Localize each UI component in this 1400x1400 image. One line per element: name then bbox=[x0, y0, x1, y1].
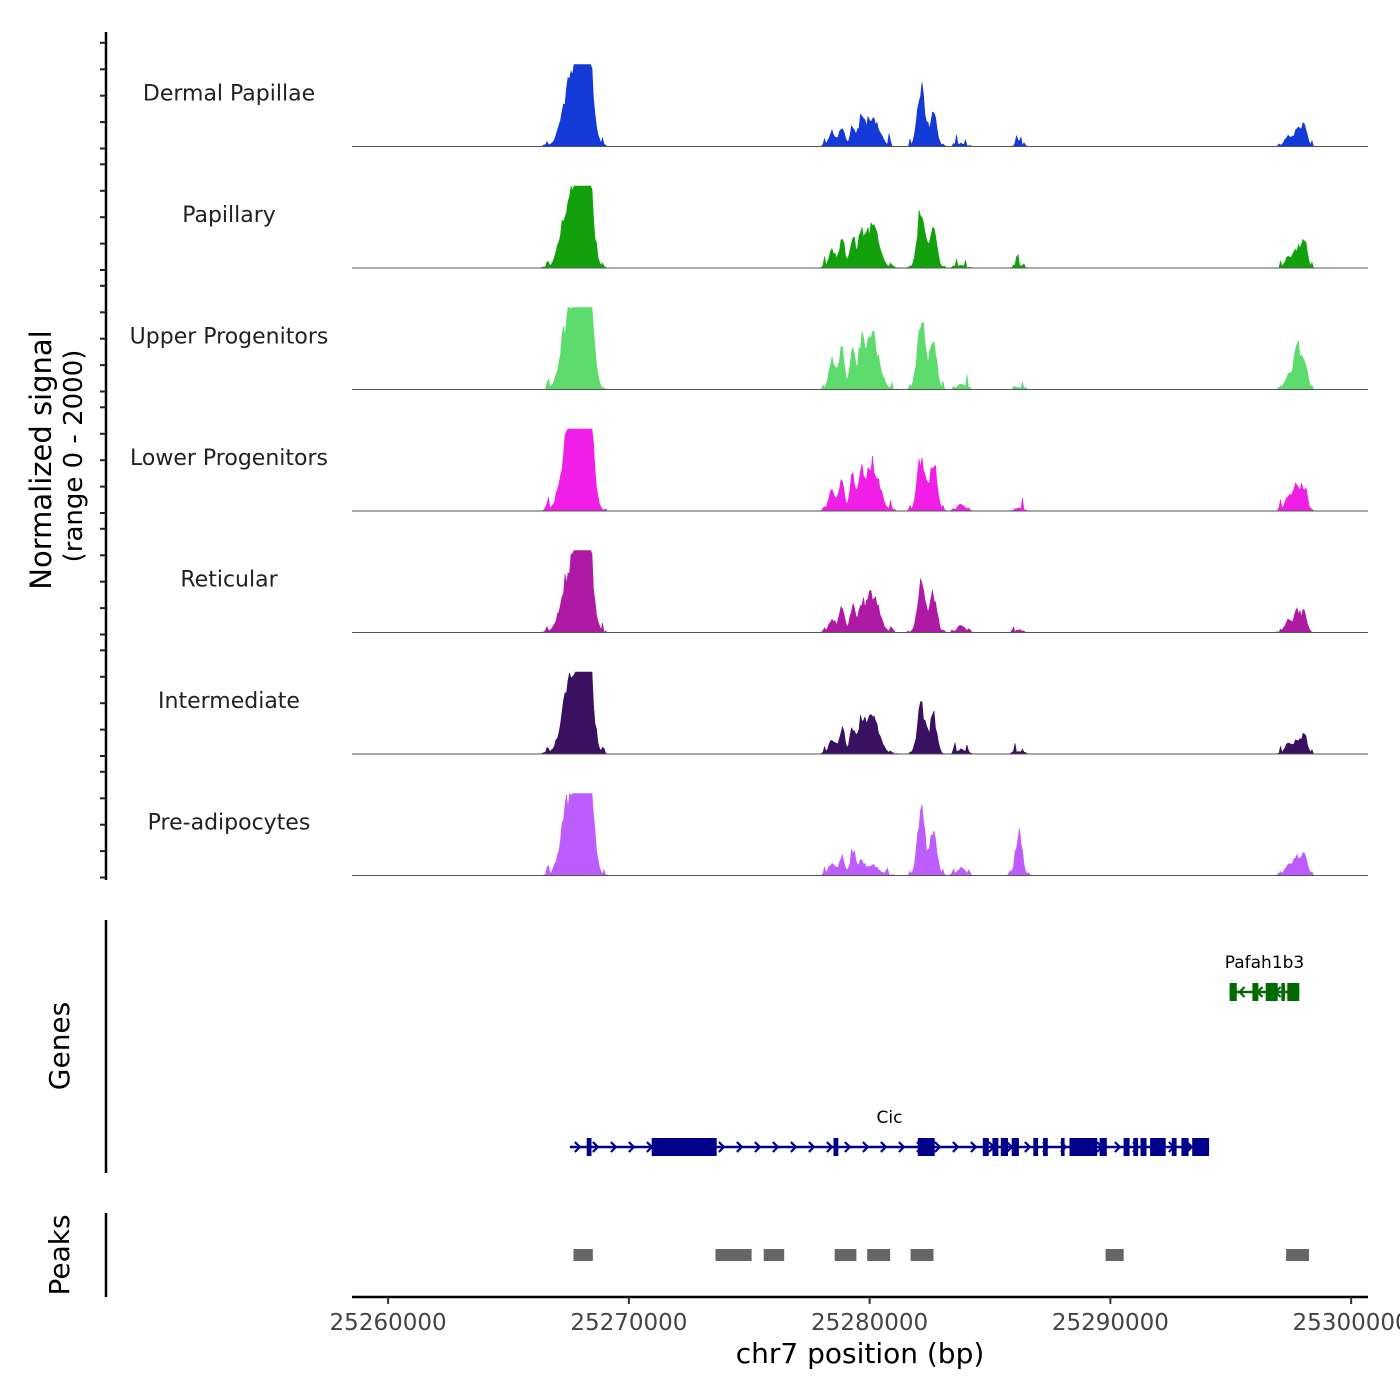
gene-exon bbox=[1192, 1138, 1210, 1156]
strand-arrow bbox=[736, 1141, 744, 1153]
gene-exon bbox=[1033, 1138, 1039, 1156]
x-tick-label: 25280000 bbox=[811, 1310, 928, 1336]
peak-region bbox=[715, 1249, 752, 1261]
track-label: Intermediate bbox=[158, 689, 300, 714]
signal-y-label-line2: (range 0 - 2000) bbox=[59, 350, 89, 563]
gene-exon bbox=[1281, 983, 1285, 1001]
strand-arrow bbox=[1238, 986, 1246, 998]
signal-area bbox=[352, 185, 1368, 269]
signal-area bbox=[352, 428, 1368, 512]
track-label: Pre-adipocytes bbox=[148, 811, 311, 836]
peak-region bbox=[910, 1249, 934, 1261]
gene-model: Pafah1b3 bbox=[1225, 953, 1305, 1001]
track-label: Dermal Papillae bbox=[143, 82, 315, 107]
peak-region bbox=[1105, 1249, 1124, 1261]
gene-exon bbox=[651, 1138, 717, 1156]
gene-exon bbox=[917, 1138, 935, 1156]
gene-exon bbox=[1123, 1138, 1130, 1156]
peak-region bbox=[834, 1249, 857, 1261]
signal-track bbox=[352, 428, 1368, 512]
peaks-y-label: Peaks bbox=[43, 1214, 76, 1295]
x-axis-label: chr7 position (bp) bbox=[736, 1337, 985, 1370]
strand-arrow bbox=[718, 1141, 726, 1153]
gene-exon bbox=[833, 1138, 839, 1156]
gene-exon bbox=[1011, 1138, 1019, 1156]
gene-model: Cic bbox=[569, 1108, 1210, 1156]
x-tick-label: 25260000 bbox=[330, 1310, 447, 1336]
signal-tracks bbox=[352, 64, 1368, 876]
signal-y-label-line1: Normalized signal bbox=[24, 330, 58, 589]
strand-arrow bbox=[1114, 1141, 1122, 1153]
strand-arrow bbox=[610, 1141, 618, 1153]
track-label: Upper Progenitors bbox=[130, 325, 329, 350]
gene-exon bbox=[1181, 1138, 1189, 1156]
x-tick-label: 25300000 bbox=[1293, 1310, 1400, 1336]
strand-arrow bbox=[754, 1141, 762, 1153]
signal-area bbox=[352, 64, 1368, 147]
track-label: Lower Progenitors bbox=[130, 446, 328, 471]
peak-region bbox=[1286, 1249, 1309, 1261]
strand-arrow bbox=[628, 1141, 636, 1153]
gene-exon bbox=[982, 1138, 989, 1156]
x-tick-label: 25270000 bbox=[570, 1310, 687, 1336]
strand-arrow bbox=[844, 1141, 852, 1153]
signal-track bbox=[352, 307, 1368, 391]
gene-label: Cic bbox=[877, 1108, 903, 1128]
strand-arrow bbox=[880, 1141, 888, 1153]
gene-exon bbox=[992, 1138, 999, 1156]
strand-arrow bbox=[826, 1141, 834, 1153]
gene-exon bbox=[1287, 983, 1300, 1001]
gene-exon bbox=[1150, 1138, 1166, 1156]
strand-arrow bbox=[862, 1141, 870, 1153]
gene-exon bbox=[1133, 1138, 1139, 1156]
signal-area bbox=[352, 550, 1368, 633]
track-labels: Dermal Papillae Papillary Upper Progenitor… bbox=[130, 82, 329, 836]
signal-track bbox=[352, 671, 1368, 755]
gene-label: Pafah1b3 bbox=[1225, 953, 1305, 973]
x-axis: 25260000 25270000 25280000 25290000 25300000 bbox=[330, 1295, 1400, 1336]
strand-arrow bbox=[592, 1141, 600, 1153]
signal-area bbox=[352, 671, 1368, 755]
track-label: Reticular bbox=[180, 568, 278, 593]
signal-track bbox=[352, 792, 1368, 876]
gene-exon bbox=[1140, 1138, 1147, 1156]
strand-arrow bbox=[898, 1141, 906, 1153]
signal-track bbox=[352, 64, 1368, 147]
track-label: Papillary bbox=[182, 203, 276, 228]
gene-exon bbox=[1069, 1138, 1098, 1156]
strand-arrow bbox=[790, 1141, 798, 1153]
peak-regions bbox=[573, 1249, 1309, 1261]
gene-exon bbox=[1265, 983, 1278, 1001]
signal-area bbox=[352, 307, 1368, 391]
x-tick-label: 25290000 bbox=[1052, 1310, 1169, 1336]
strand-arrow bbox=[772, 1141, 780, 1153]
peak-region bbox=[763, 1249, 785, 1261]
strand-arrow bbox=[1024, 1141, 1032, 1153]
signal-area bbox=[352, 792, 1368, 876]
signal-track bbox=[352, 185, 1368, 269]
strand-arrow bbox=[970, 1141, 978, 1153]
gene-exon bbox=[1099, 1138, 1107, 1156]
gene-exon bbox=[1171, 1138, 1177, 1156]
gene-exon bbox=[1000, 1138, 1008, 1156]
peak-region bbox=[573, 1249, 593, 1261]
gene-exon bbox=[1229, 983, 1237, 1001]
gene-exon bbox=[1043, 1138, 1048, 1156]
peak-region bbox=[867, 1249, 891, 1261]
gene-annotations: Pafah1b3 Cic bbox=[569, 953, 1305, 1156]
signal-y-axis bbox=[100, 32, 108, 880]
strand-arrow bbox=[574, 1141, 582, 1153]
gene-exon bbox=[1252, 983, 1259, 1001]
strand-arrow bbox=[808, 1141, 816, 1153]
gene-exon bbox=[1061, 1138, 1065, 1156]
gene-exon bbox=[586, 1138, 592, 1156]
strand-arrow bbox=[952, 1141, 960, 1153]
signal-track bbox=[352, 550, 1368, 633]
genes-y-label: Genes bbox=[43, 1002, 76, 1090]
strand-arrow bbox=[934, 1141, 942, 1153]
